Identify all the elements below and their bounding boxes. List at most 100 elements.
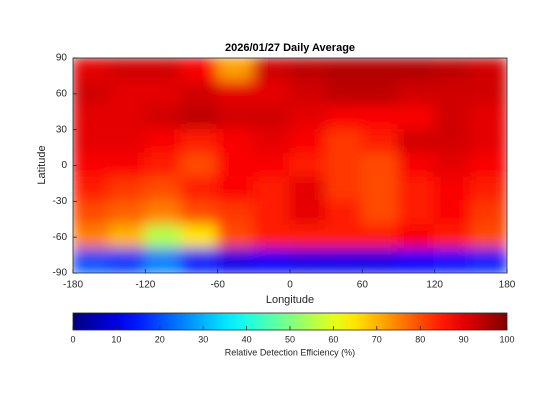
heatmap-cell [180, 58, 219, 83]
heatmap-cell [252, 104, 291, 131]
heatmap-cell [361, 176, 400, 203]
heatmap-cell [252, 224, 291, 251]
y-tick-label: -30 [53, 196, 68, 207]
heatmap-cell [469, 224, 507, 251]
heatmap-cell [144, 224, 183, 251]
x-tick-label: -180 [63, 280, 83, 291]
heatmap-cell [252, 58, 291, 83]
heatmap-cell [216, 58, 255, 83]
heatmap-cell [180, 176, 219, 203]
heatmap-cell [180, 248, 219, 273]
heatmap-cell [469, 152, 507, 179]
heatmap-cell [144, 58, 183, 83]
heatmap-cell [469, 104, 507, 131]
heatmap-cell [216, 128, 255, 155]
heatmap-cell [433, 104, 472, 131]
heatmap-cell [73, 128, 111, 155]
heatmap-cell [469, 248, 507, 273]
heatmap-cell [180, 80, 219, 107]
heatmap-cell [289, 58, 328, 83]
heatmap-cell [73, 80, 111, 107]
heatmap-cell [469, 128, 507, 155]
heatmap-cell [216, 104, 255, 131]
heatmap-cell [289, 248, 328, 273]
heatmap-cell [397, 248, 436, 273]
heatmap-cell [108, 248, 147, 273]
heatmap-cell [325, 152, 364, 179]
colorbar-tick-label: 100 [499, 334, 514, 344]
heatmap-cell [397, 58, 436, 83]
y-tick-label: 0 [61, 160, 67, 171]
heatmap-cell [180, 104, 219, 131]
colorbar-tick-label: 60 [328, 334, 338, 344]
colorbar-tick-label: 50 [285, 334, 295, 344]
heatmap-cell [144, 152, 183, 179]
chart-title: 2026/01/27 Daily Average [225, 42, 355, 54]
heatmap-cell [73, 248, 111, 273]
heatmap-cell [73, 200, 111, 227]
heatmap-cell [144, 200, 183, 227]
heatmap-cell [433, 128, 472, 155]
heatmap-cell [433, 58, 472, 83]
heatmap-cell [252, 80, 291, 107]
heatmap-cell [216, 224, 255, 251]
heatmap-cell [108, 128, 147, 155]
y-tick-label: 30 [56, 124, 68, 135]
x-tick-label: 120 [426, 280, 443, 291]
heatmap-cell [361, 104, 400, 131]
heatmap-cell [325, 176, 364, 203]
heatmap-cell [289, 200, 328, 227]
heatmap-cell [469, 58, 507, 83]
heatmap-cell [289, 176, 328, 203]
heatmap-cell [108, 58, 147, 83]
heatmap-cell [216, 200, 255, 227]
heatmap-cell [144, 128, 183, 155]
heatmap-cell [289, 80, 328, 107]
heatmap-cell [252, 176, 291, 203]
heatmap-cell [397, 200, 436, 227]
x-tick-label: 0 [287, 280, 293, 291]
heatmap-cell [325, 80, 364, 107]
heatmap-cell [108, 104, 147, 131]
x-tick-label: -60 [210, 280, 225, 291]
heatmap-cell [361, 80, 400, 107]
heatmap-cell [73, 224, 111, 251]
heatmap-cell [216, 152, 255, 179]
heatmap-cell [397, 104, 436, 131]
y-axis-label: Latitude [36, 145, 48, 184]
heatmap-cell [325, 104, 364, 131]
heatmap-cell [433, 200, 472, 227]
colorbar-tick-label: 20 [155, 334, 165, 344]
heatmap-cell [325, 224, 364, 251]
colorbar-tick-label: 90 [459, 334, 469, 344]
heatmap-cell [325, 200, 364, 227]
colorbar-label: Relative Detection Efficiency (%) [225, 347, 355, 357]
heatmap-cell [252, 128, 291, 155]
heatmap-cell [180, 224, 219, 251]
heatmap-cell [73, 58, 111, 83]
colorbar-tick-label: 40 [242, 334, 252, 344]
heatmap-cell [108, 80, 147, 107]
colorbar-tick-label: 70 [372, 334, 382, 344]
heatmap-cell [469, 176, 507, 203]
heatmap-cell [361, 128, 400, 155]
heatmap-cell [180, 200, 219, 227]
heatmap-cell [469, 80, 507, 107]
x-axis-label: Longitude [266, 294, 314, 306]
heatmap-cell [361, 58, 400, 83]
heatmap-cell [361, 200, 400, 227]
heatmap-cell [361, 224, 400, 251]
heatmap-cell [144, 176, 183, 203]
heatmap-cell [144, 248, 183, 273]
heatmap-cell [361, 248, 400, 273]
x-tick-label: 180 [499, 280, 516, 291]
colorbar-tick-label: 10 [111, 334, 121, 344]
heatmap-cell [433, 176, 472, 203]
heatmap-cell [433, 248, 472, 273]
y-tick-label: 90 [56, 53, 68, 64]
heatmap-cell [325, 128, 364, 155]
heatmap-cell [469, 200, 507, 227]
heatmap-cell [433, 224, 472, 251]
heatmap-cell [108, 176, 147, 203]
